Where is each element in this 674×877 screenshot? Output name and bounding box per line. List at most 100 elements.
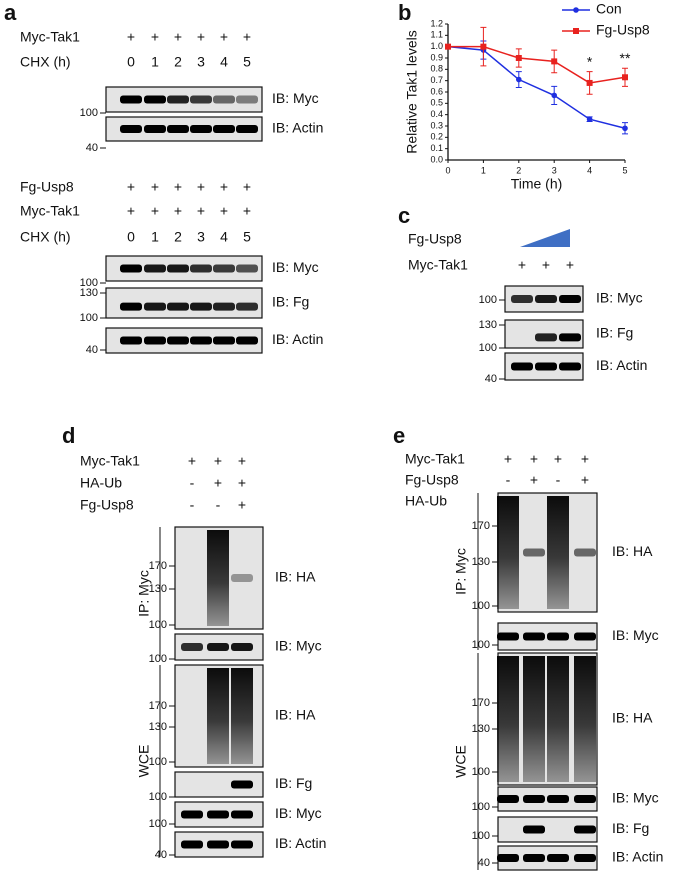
y-tick-label: 0.3 <box>430 120 443 130</box>
band <box>236 264 258 273</box>
mw-marker: 130 <box>80 287 98 299</box>
band <box>213 264 235 273</box>
band <box>574 795 596 803</box>
mw-marker: 100 <box>479 342 497 354</box>
band <box>207 840 229 849</box>
probe-label: IB: Fg <box>272 294 309 310</box>
probe-label: IB: Myc <box>272 259 319 275</box>
x-tick-label: 3 <box>552 165 557 175</box>
condition-name: Myc-Tak1 <box>405 451 465 467</box>
mw-marker: 40 <box>86 344 98 356</box>
probe-label: IB: Fg <box>275 775 312 791</box>
mw-marker: 40 <box>478 857 490 869</box>
condition-value: 0 <box>127 54 135 70</box>
y-tick-label: 0.7 <box>430 75 443 85</box>
y-tick-label: 0.1 <box>430 143 443 153</box>
band <box>190 302 212 311</box>
condition-value: + <box>238 497 246 513</box>
band <box>213 125 235 133</box>
band <box>497 632 519 641</box>
section-label: IP: Myc <box>136 570 152 617</box>
band <box>511 362 533 371</box>
x-tick-label: 4 <box>587 165 592 175</box>
panel-label: a <box>4 0 17 25</box>
band <box>535 362 557 371</box>
band <box>144 336 166 345</box>
probe-label: IB: Fg <box>596 325 633 341</box>
y-tick-label: 0.4 <box>430 109 443 119</box>
condition-value: + <box>214 475 222 491</box>
y-tick-label: 0.9 <box>430 52 443 62</box>
mw-marker: 100 <box>149 653 167 665</box>
band <box>559 362 581 371</box>
condition-value: + <box>581 472 589 488</box>
band <box>523 854 545 862</box>
x-axis-label: Time (h) <box>511 176 563 192</box>
y-axis-label: Relative Tak1 levels <box>404 30 420 153</box>
data-point <box>516 76 522 83</box>
significance: * <box>587 53 593 69</box>
data-point <box>445 43 451 50</box>
band <box>190 125 212 133</box>
condition-value: + <box>197 203 205 219</box>
data-point <box>622 125 628 132</box>
data-line <box>447 45 626 129</box>
condition-value: 4 <box>220 229 228 245</box>
probe-label: IB: Actin <box>596 357 647 373</box>
mw-marker: 100 <box>472 639 490 651</box>
band <box>120 95 142 104</box>
section-label: IP: Myc <box>453 548 469 595</box>
smear <box>547 656 569 782</box>
probe-label: IB: Myc <box>612 627 659 643</box>
mw-marker: 130 <box>472 723 490 735</box>
probe-label: IB: HA <box>612 543 653 559</box>
x-tick-label: 2 <box>516 165 521 175</box>
condition-value: + <box>243 29 251 45</box>
x-tick-label: 5 <box>622 165 627 175</box>
band <box>190 336 212 345</box>
condition-value: 0 <box>127 229 135 245</box>
band <box>559 333 581 342</box>
band <box>497 795 519 803</box>
band <box>207 810 229 819</box>
probe-label: IB: Actin <box>275 835 326 851</box>
y-tick-label: 1.2 <box>430 18 443 28</box>
mw-marker: 130 <box>149 583 167 595</box>
condition-name: Fg-Usp8 <box>405 472 459 488</box>
condition-value: + <box>151 29 159 45</box>
band <box>231 810 253 819</box>
y-tick-label: 0.0 <box>430 154 443 164</box>
mw-marker: 40 <box>155 849 167 861</box>
legend-label: Fg-Usp8 <box>596 22 650 38</box>
band <box>547 795 569 803</box>
mw-marker: 130 <box>472 556 490 568</box>
condition-value: + <box>174 203 182 219</box>
band <box>231 780 253 789</box>
condition-name: Fg-Usp8 <box>80 497 134 513</box>
smear <box>497 656 519 782</box>
band <box>167 95 189 104</box>
band <box>231 643 253 651</box>
band <box>547 632 569 641</box>
band <box>236 95 258 104</box>
band <box>497 854 519 862</box>
probe-label: IB: Actin <box>272 120 323 136</box>
data-point <box>586 79 593 86</box>
band <box>181 643 203 651</box>
probe-label: IB: HA <box>275 707 316 723</box>
condition-value: + <box>554 451 562 467</box>
condition-value: 4 <box>220 54 228 70</box>
condition-value: 2 <box>174 54 182 70</box>
band <box>120 302 142 311</box>
band <box>231 574 253 582</box>
band <box>213 95 235 104</box>
mw-marker: 100 <box>479 294 497 306</box>
probe-label: IB: Fg <box>612 820 649 836</box>
condition-name: CHX (h) <box>20 54 71 70</box>
mw-marker: 100 <box>80 312 98 324</box>
condition-name: HA-Ub <box>405 493 447 509</box>
data-point <box>586 116 593 122</box>
band <box>120 336 142 345</box>
x-tick-label: 0 <box>445 165 450 175</box>
